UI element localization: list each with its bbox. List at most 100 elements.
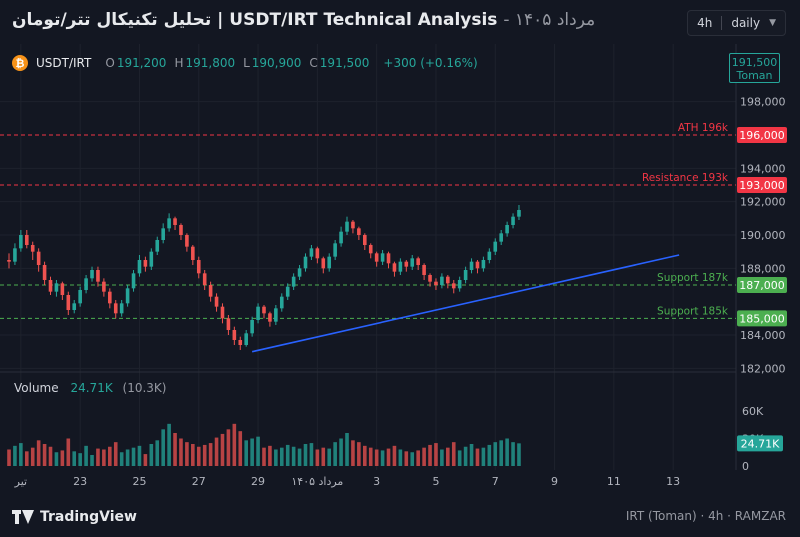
volume-bar-85 xyxy=(511,442,515,466)
level-label-0: ATH 196k xyxy=(678,122,729,134)
candle-body-3 xyxy=(24,235,29,245)
volume-bar-10 xyxy=(66,438,71,466)
volume-bar-80 xyxy=(481,447,486,466)
volume-bar-55 xyxy=(333,442,337,466)
volume-bar-18 xyxy=(113,442,118,466)
level-badge-bg-3 xyxy=(737,310,787,327)
candle-body-1 xyxy=(13,248,17,262)
volume-bar-9 xyxy=(60,450,65,466)
volume-bar-37 xyxy=(226,429,231,466)
last-price-unit: Toman xyxy=(736,69,773,82)
candle-body-69 xyxy=(416,258,420,265)
volume-bar-72 xyxy=(434,443,438,466)
candle-body-19 xyxy=(119,303,124,314)
brand-name: TradingView xyxy=(40,509,137,525)
chevron-down-icon[interactable]: ▼ xyxy=(769,18,776,28)
timeframe-divider xyxy=(721,16,723,30)
volume-bar-34 xyxy=(208,443,213,466)
grid-layer xyxy=(0,44,736,470)
volume-bar-41 xyxy=(250,438,254,466)
volume-bar-15 xyxy=(96,448,100,466)
bitcoin-icon: ₿ xyxy=(12,55,28,71)
candle-body-8 xyxy=(54,283,59,292)
candle-body-34 xyxy=(208,285,213,297)
candle-body-51 xyxy=(309,248,314,257)
tradingview-logo[interactable]: TradingView xyxy=(12,509,137,525)
candle-body-74 xyxy=(446,276,450,284)
candles xyxy=(7,205,521,350)
candle-body-18 xyxy=(113,303,118,314)
candle-body-85 xyxy=(511,216,515,225)
volume-bar-17 xyxy=(108,446,112,466)
low-label: L xyxy=(243,56,250,70)
volume-bar-62 xyxy=(374,449,379,466)
volume-bar-78 xyxy=(469,444,474,466)
level-label-1: Resistance 193k xyxy=(642,172,729,184)
volume-bar-14 xyxy=(90,455,94,466)
time-axis-label-9: 9 xyxy=(551,475,558,488)
volume-bar-11 xyxy=(72,451,77,466)
volume-bar-84 xyxy=(505,438,509,466)
volume-bar-33 xyxy=(202,444,207,466)
candle-body-38 xyxy=(232,330,237,340)
time-axis-label-10: 11 xyxy=(607,475,621,488)
volume-bar-42 xyxy=(256,436,260,466)
volume-bar-12 xyxy=(78,453,82,466)
candle-body-79 xyxy=(475,261,480,269)
candle-body-81 xyxy=(487,251,492,260)
volume-bar-39 xyxy=(238,431,243,466)
candle-body-66 xyxy=(398,261,403,272)
change-value: +300 (+0.16%) xyxy=(383,56,478,70)
volume-bar-59 xyxy=(357,442,361,466)
time-axis-label-2: 25 xyxy=(132,475,146,488)
volume-bar-31 xyxy=(191,444,195,466)
volume-bar-56 xyxy=(339,438,343,466)
volume-bar-77 xyxy=(463,446,468,466)
volume-bar-35 xyxy=(214,437,219,466)
timeframe-button[interactable]: 4h xyxy=(697,16,713,30)
ascending-trendline[interactable] xyxy=(251,254,680,353)
volume-bar-47 xyxy=(285,444,290,466)
volume-bar-23 xyxy=(143,454,148,466)
candle-body-5 xyxy=(36,251,41,265)
volume-bar-67 xyxy=(404,451,409,466)
candle-body-13 xyxy=(84,278,88,290)
candle-body-47 xyxy=(285,286,290,297)
volume-bar-13 xyxy=(84,445,88,466)
candle-body-2 xyxy=(19,235,23,249)
high-value: 191,800 xyxy=(185,56,236,70)
candle-body-40 xyxy=(244,333,248,345)
volume-bar-75 xyxy=(451,442,456,466)
volume-bar-19 xyxy=(119,452,124,466)
candle-body-57 xyxy=(345,221,349,232)
volume-bar-58 xyxy=(351,440,355,466)
candle-body-17 xyxy=(108,291,112,304)
candle-body-65 xyxy=(392,263,397,272)
tradingview-logo-icon xyxy=(12,510,34,524)
volume-bar-3 xyxy=(24,451,29,466)
timeframe-selector[interactable]: 4h daily ▼ xyxy=(687,10,786,36)
volume-bar-60 xyxy=(363,445,367,466)
candle-body-49 xyxy=(297,268,302,277)
symbol-name[interactable]: USDT/IRT xyxy=(36,56,92,70)
candle-body-71 xyxy=(428,275,432,282)
interval-button[interactable]: daily xyxy=(731,16,761,30)
candle-body-28 xyxy=(173,218,177,225)
candle-body-55 xyxy=(333,243,337,257)
volume-bar-6 xyxy=(42,444,47,466)
trendline-layer xyxy=(251,254,680,353)
volume-bar-0 xyxy=(7,449,11,466)
candle-body-73 xyxy=(440,276,444,285)
volume-bar-40 xyxy=(244,440,248,466)
volume-axis-label-2: 0 xyxy=(742,460,749,473)
volume-bars xyxy=(7,423,521,466)
candle-body-44 xyxy=(268,313,272,322)
time-axis-label-1: 23 xyxy=(73,475,87,488)
volume-bar-82 xyxy=(493,442,498,466)
volume-bar-43 xyxy=(262,447,266,466)
volume-bar-64 xyxy=(386,448,391,466)
time-axis-label-11: 13 xyxy=(666,475,680,488)
volume-bar-8 xyxy=(54,452,59,466)
volume-bar-16 xyxy=(102,449,106,466)
